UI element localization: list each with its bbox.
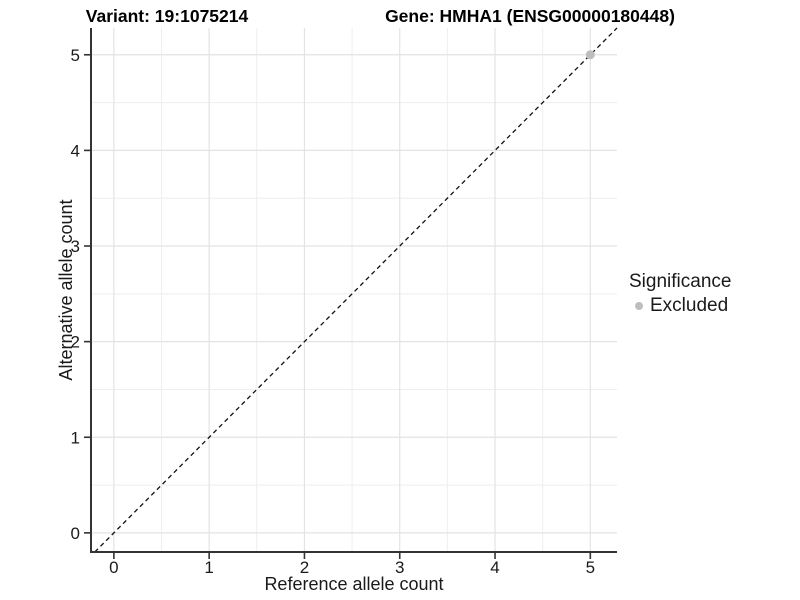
plot-title-gene: Gene: HMHA1 (ENSG00000180448) [385,6,675,26]
x-tick-label: 3 [395,558,404,577]
legend-entry-label: Excluded [650,295,729,316]
y-tick-label: 1 [71,428,80,447]
legend-title: Significance [629,271,732,292]
legend-marker-circle-icon [635,302,643,310]
x-tick-label: 5 [586,558,595,577]
x-axis-title: Reference allele count [264,574,444,594]
y-tick-label: 3 [71,237,80,256]
x-tick-label: 4 [490,558,499,577]
legend: Significance Excluded [629,271,731,317]
y-tick-label: 4 [71,141,80,160]
y-tick-label: 5 [71,46,80,65]
identity-reference-line [94,27,618,553]
x-tick-label: 2 [300,558,309,577]
legend-entry-excluded: Excluded [629,295,731,317]
data-point-excluded [585,50,595,60]
y-tick-label: 2 [71,333,80,352]
x-tick-label: 1 [204,558,213,577]
x-tick-label: 0 [109,558,118,577]
plot-title-variant: Variant: 19:1075214 [85,6,249,26]
y-axis-title: Alternative allele count [56,199,76,381]
y-tick-label: 0 [71,524,80,543]
